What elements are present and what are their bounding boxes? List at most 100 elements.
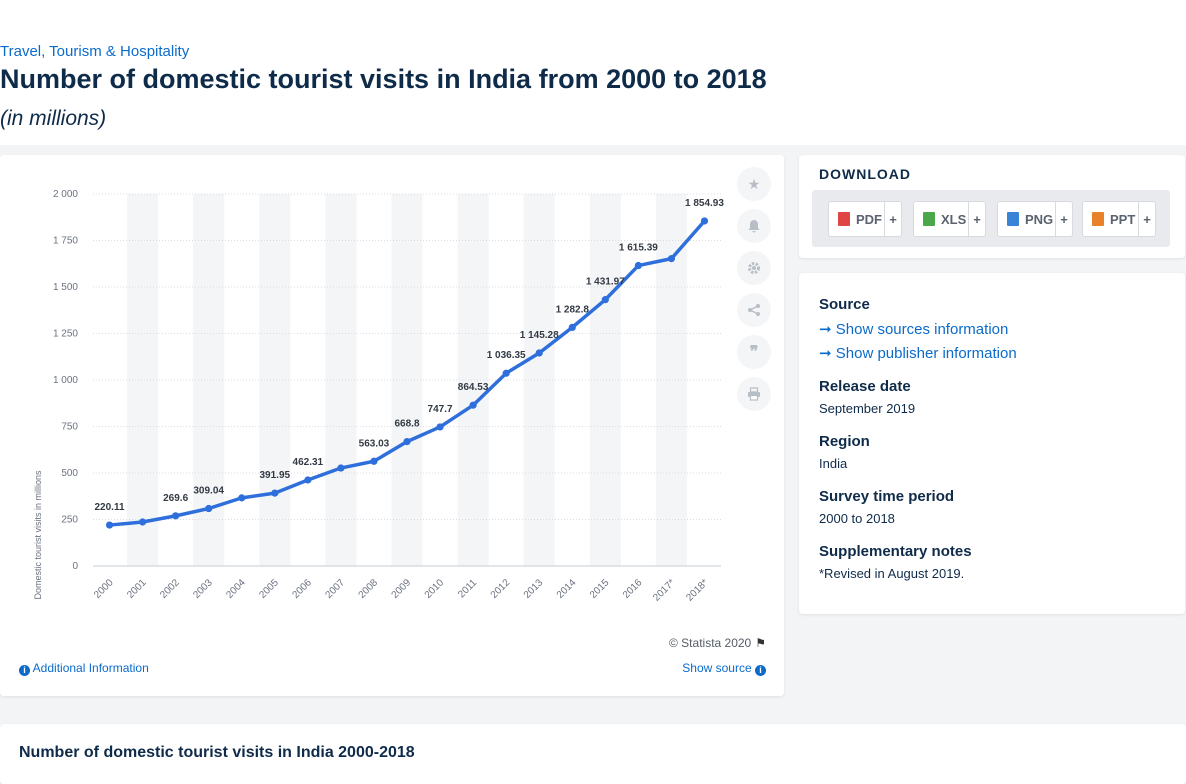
data-point xyxy=(337,464,345,472)
x-axis: 2000 2001 2002 2003 2004 2005 2006 2007 2008 2009… xyxy=(92,577,711,604)
x-tick-label: 2006 xyxy=(290,577,314,601)
statistic-details-card: Source ➞ Show sources information ➞ Show… xyxy=(799,273,1185,614)
ppt-file-icon xyxy=(1092,212,1104,226)
x-tick-label: 2001 xyxy=(125,577,149,601)
data-point xyxy=(469,401,477,409)
y-tick-label: 2 000 xyxy=(53,189,78,200)
print-icon[interactable] xyxy=(737,377,771,411)
data-label: 563.03 xyxy=(359,438,390,449)
survey-period-label: Survey time period xyxy=(819,488,955,505)
related-card: Number of domestic tourist visits in Ind… xyxy=(0,724,1186,784)
x-tick-label: 2005 xyxy=(257,577,281,601)
download-xls-plus[interactable]: + xyxy=(968,202,985,236)
data-point xyxy=(601,296,609,304)
arrow-right-icon: ➞ xyxy=(819,321,832,338)
data-label: 462.31 xyxy=(293,457,324,468)
bell-icon[interactable] xyxy=(737,209,771,243)
data-label: 1 431.97 xyxy=(586,277,625,288)
data-point xyxy=(370,457,378,465)
page-subtitle: (in millions) xyxy=(0,107,107,130)
x-tick-label: 2004 xyxy=(224,577,248,601)
download-png-plus[interactable]: + xyxy=(1055,202,1072,236)
line-chart: 0 250 500 750 1 000 1 250 1 500 1 750 2 000 Dome… xyxy=(33,189,725,604)
y-axis-label: Domestic tourist visits in millions xyxy=(33,470,43,600)
x-tick-label: 2017* xyxy=(651,577,677,603)
quote-icon[interactable]: ❞ xyxy=(737,335,771,369)
y-tick-label: 500 xyxy=(61,468,78,479)
y-axis: 0 250 500 750 1 000 1 250 1 500 1 750 2 000 xyxy=(53,189,78,572)
x-tick-label: 2008 xyxy=(357,577,381,601)
pdf-file-icon xyxy=(838,212,850,226)
download-xls-button[interactable]: XLS + xyxy=(913,201,986,237)
x-tick-label: 2011 xyxy=(456,577,479,600)
download-pdf-button[interactable]: PDF + xyxy=(828,201,902,237)
x-tick-label: 2016 xyxy=(621,577,645,601)
data-label: 269.6 xyxy=(163,493,188,504)
data-label: 1 854.93 xyxy=(685,198,724,209)
data-label: 391.95 xyxy=(259,470,290,481)
show-sources-label: Show sources information xyxy=(835,321,1009,338)
data-point xyxy=(700,217,709,225)
share-icon[interactable] xyxy=(737,293,771,327)
supplementary-notes-label: Supplementary notes xyxy=(819,543,972,560)
y-tick-label: 1 500 xyxy=(53,282,78,293)
x-tick-label: 2012 xyxy=(489,577,513,601)
data-point xyxy=(105,521,114,529)
x-tick-label: 2010 xyxy=(423,577,447,601)
gear-icon[interactable] xyxy=(737,251,771,285)
additional-information-link[interactable]: i Additional Information xyxy=(19,661,149,676)
data-label: 747.7 xyxy=(428,404,453,415)
download-png-label: PNG xyxy=(1025,211,1054,227)
download-title: DOWNLOAD xyxy=(819,166,911,182)
chart-toolbar: ★ ❞ xyxy=(737,167,773,419)
data-label: 1 282.8 xyxy=(556,304,590,315)
data-point xyxy=(535,349,543,357)
chart-card: 0 250 500 750 1 000 1 250 1 500 1 750 2 000 Dome… xyxy=(0,155,784,696)
additional-information-label: Additional Information xyxy=(32,661,149,675)
show-sources-link[interactable]: ➞ Show sources information xyxy=(819,320,1008,338)
x-tick-label: 2009 xyxy=(390,577,414,601)
show-source-link[interactable]: Show source i xyxy=(682,661,766,676)
series-line xyxy=(105,217,709,529)
data-label: 309.04 xyxy=(193,486,224,497)
grid-lines xyxy=(93,193,721,567)
data-point xyxy=(271,489,279,497)
flag-icon[interactable]: ⚑ xyxy=(755,636,766,650)
data-label: 220.11 xyxy=(95,502,125,513)
xls-file-icon xyxy=(923,212,935,226)
data-point xyxy=(667,255,676,263)
y-tick-label: 1 000 xyxy=(53,375,78,386)
star-icon[interactable]: ★ xyxy=(737,167,771,201)
data-label: 1 615.39 xyxy=(619,243,658,254)
show-publisher-link[interactable]: ➞ Show publisher information xyxy=(819,344,1017,362)
y-tick-label: 1 250 xyxy=(53,329,78,340)
release-date-value: September 2019 xyxy=(819,401,916,416)
x-tick-label: 2014 xyxy=(555,577,579,601)
download-pdf-plus[interactable]: + xyxy=(884,202,901,236)
data-point xyxy=(502,369,510,377)
arrow-right-icon: ➞ xyxy=(819,345,832,362)
download-ppt-button[interactable]: PPT + xyxy=(1082,201,1156,237)
data-label: 668.8 xyxy=(394,419,419,430)
survey-period-value: 2000 to 2018 xyxy=(819,511,895,526)
breadcrumb[interactable]: Travel, Tourism & Hospitality xyxy=(0,43,190,60)
source-label: Source xyxy=(819,296,870,313)
x-tick-label: 2003 xyxy=(191,577,215,601)
release-date-label: Release date xyxy=(819,378,911,395)
download-ppt-plus[interactable]: + xyxy=(1138,202,1155,236)
info-icon: i xyxy=(755,665,766,676)
x-tick-label: 2002 xyxy=(158,577,182,601)
x-tick-label: 2015 xyxy=(588,577,612,601)
download-png-button[interactable]: PNG + xyxy=(997,201,1073,237)
data-label: 864.53 xyxy=(458,382,489,393)
supplementary-notes-value: *Revised in August 2019. xyxy=(819,566,965,581)
y-tick-label: 250 xyxy=(61,515,78,526)
header-band xyxy=(0,0,1186,145)
x-tick-label: 2018* xyxy=(684,577,710,603)
x-tick-label: 2013 xyxy=(522,577,546,601)
copyright: © Statista 2020 ⚑ xyxy=(669,636,766,650)
download-buttons: PDF + XLS + PNG + PPT + xyxy=(812,190,1170,247)
png-file-icon xyxy=(1007,212,1019,226)
data-point xyxy=(436,423,444,431)
